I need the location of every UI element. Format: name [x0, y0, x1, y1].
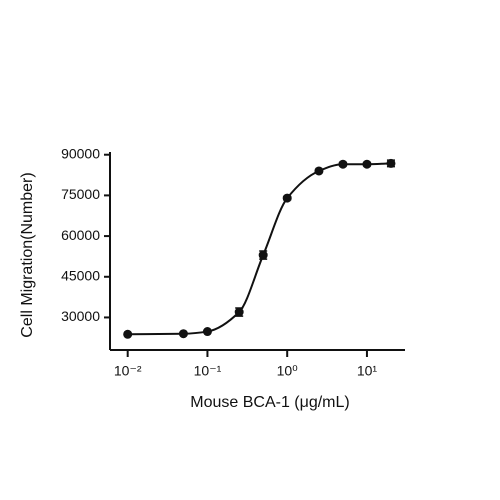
data-point: [258, 250, 268, 260]
data-point: [234, 307, 244, 317]
data-point: [338, 159, 348, 169]
data-point: [282, 193, 292, 203]
x-tick-label: 10⁰: [277, 363, 299, 379]
data-point: [202, 327, 212, 337]
y-tick-label: 30000: [61, 308, 100, 324]
data-point: [362, 159, 372, 169]
y-tick-label: 75000: [61, 186, 100, 202]
fit-curve: [127, 162, 391, 336]
y-tick-label: 90000: [61, 145, 100, 161]
x-tick-label: 10⁻²: [114, 363, 142, 379]
y-tick-label: 45000: [61, 267, 100, 283]
y-tick-label: 60000: [61, 227, 100, 243]
data-point: [314, 166, 324, 176]
y-axis-title: Cell Migration(Number): [19, 172, 36, 337]
x-axis-title: Mouse BCA-1 (μg/mL): [190, 394, 349, 411]
data-point: [178, 329, 188, 339]
x-tick-label: 10¹: [357, 363, 378, 379]
x-tick-label: 10⁻¹: [194, 363, 222, 379]
data-point: [123, 329, 133, 339]
data-point: [386, 158, 396, 168]
